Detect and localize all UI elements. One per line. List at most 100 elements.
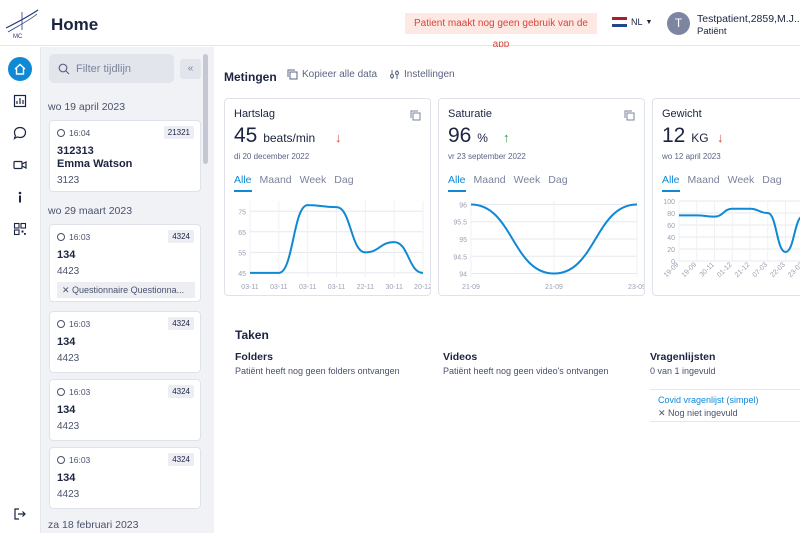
copy-icon	[287, 69, 298, 80]
y-tick-label: 40	[667, 235, 675, 242]
metric-tabs: Alle Maand Week Dag	[448, 174, 576, 192]
timeline-card[interactable]: 16:03 4324 134 4423	[49, 311, 201, 373]
tab-maand[interactable]: Maand	[473, 174, 506, 186]
y-tick-label: 60	[667, 223, 675, 230]
tab-week[interactable]: Week	[513, 174, 541, 186]
avatar[interactable]: T	[667, 12, 690, 35]
metric-card-saturation[interactable]: Saturatie 96 % ↑ vr 23 september 2022 Al…	[438, 98, 645, 296]
x-tick-label: 30-11	[699, 261, 716, 278]
y-tick-label: 20	[667, 247, 675, 254]
language-selector[interactable]: NL ▼	[612, 17, 652, 27]
qr-icon[interactable]	[8, 217, 32, 241]
timeline-card-badge: 4324	[168, 453, 194, 466]
timeline-date: wo 29 maart 2023	[48, 205, 133, 217]
y-tick-label: 94.5	[453, 254, 467, 261]
video-icon[interactable]	[8, 153, 32, 177]
x-tick-label: 22-03	[769, 261, 787, 279]
timeline-card-sub: 4423	[57, 421, 80, 432]
tab-maand[interactable]: Maand	[259, 174, 292, 186]
timeline-card[interactable]: 16:03 4324 134 4423 ✕ Questionnaire Ques…	[49, 224, 201, 302]
collapse-timeline-button[interactable]: «	[180, 59, 201, 79]
timeline-card-title-2: Emma Watson	[57, 158, 133, 170]
tab-dag[interactable]: Dag	[762, 174, 782, 186]
y-tick-label: 45	[238, 271, 246, 278]
timeline-card[interactable]: 16:03 4324 134 4423	[49, 447, 201, 509]
timeline-card-title: 312313	[57, 145, 94, 157]
timeline-scrollbar[interactable]	[203, 54, 208, 164]
timeline-card-time: 16:03	[57, 455, 90, 465]
timeline-card-time: 16:03	[57, 319, 90, 329]
timeline-filter-input[interactable]	[76, 62, 171, 75]
copy-all-data-button[interactable]: Kopieer alle data	[287, 69, 377, 80]
clock-icon	[57, 320, 65, 328]
chevron-down-icon: ▼	[645, 18, 653, 26]
metric-value: 96 %	[448, 124, 488, 147]
timeline-card-badge: 4324	[168, 385, 194, 398]
tab-alle[interactable]: Alle	[234, 174, 252, 192]
metingen-title: Metingen	[224, 70, 277, 84]
series-line	[470, 203, 638, 275]
arrow-down-icon: ↓	[335, 130, 342, 145]
x-tick-label: 21-09	[462, 284, 480, 291]
videos-section: Videos Patiënt heeft nog geen video's on…	[443, 351, 608, 376]
tab-week[interactable]: Week	[299, 174, 327, 186]
y-tick-label: 96	[459, 202, 467, 209]
timeline-filter[interactable]	[49, 54, 174, 83]
questionnaire-link[interactable]: Covid vragenlijst (simpel)	[658, 395, 759, 405]
tab-dag[interactable]: Dag	[548, 174, 568, 186]
tab-alle[interactable]: Alle	[662, 174, 680, 192]
heart-rate-chart: 45 55 65 75 03-11 03-11 03-11 03-11 22-11 30-11 20…	[238, 201, 430, 291]
copy-icon[interactable]	[410, 108, 421, 126]
timeline-card[interactable]: 16:03 4324 134 4423	[49, 379, 201, 441]
x-tick-label: 03-11	[270, 284, 287, 291]
questionnaire-item[interactable]: Covid vragenlijst (simpel) ✕ Nog niet in…	[650, 389, 800, 422]
settings-button[interactable]: Instellingen	[389, 69, 455, 80]
tab-dag[interactable]: Dag	[334, 174, 354, 186]
metric-value: 45 beats/min	[234, 124, 316, 147]
timeline-card-time: 16:03	[57, 232, 90, 242]
icon-rail	[0, 47, 41, 533]
tab-week[interactable]: Week	[727, 174, 755, 186]
timeline-card-badge: 4324	[168, 230, 194, 243]
info-icon[interactable]	[8, 185, 32, 209]
y-tick-label: 95.5	[453, 220, 467, 227]
timeline-panel: « wo 19 april 2023 16:04 21321 312313 Em…	[41, 47, 214, 533]
x-tick-label: 03-11	[241, 284, 258, 291]
y-tick-label: 0	[671, 259, 675, 266]
copy-icon[interactable]	[624, 108, 635, 126]
questionnaires-count: 0 van 1 ingevuld	[650, 366, 716, 376]
x-tick-label: 19-09	[663, 261, 681, 279]
user-name[interactable]: Testpatient,2859,M.J...	[697, 13, 800, 25]
arrow-up-icon: ↑	[503, 130, 510, 145]
metric-title: Hartslag	[234, 108, 275, 120]
metric-card-heart-rate[interactable]: Hartslag 45 beats/min ↓ di 20 december 2…	[224, 98, 431, 296]
clock-icon	[57, 388, 65, 396]
questionnaire-chip[interactable]: ✕ Questionnaire Questionna...	[57, 282, 195, 298]
tab-maand[interactable]: Maand	[687, 174, 720, 186]
timeline-card-sub: 4423	[57, 266, 80, 277]
user-role: Patiënt	[697, 26, 727, 37]
arrow-down-icon: ↓	[717, 130, 724, 145]
x-tick-label: 19-09	[681, 261, 699, 279]
questionnaires-section: Vragenlijsten 0 van 1 ingevuld	[650, 351, 716, 376]
svg-text:MC: MC	[13, 34, 23, 40]
series-line	[249, 204, 424, 274]
chat-icon[interactable]	[8, 121, 32, 145]
clock-icon	[57, 233, 65, 241]
metric-card-weight[interactable]: Gewicht 12 KG ↓ wo 12 april 2023 Alle Ma…	[652, 98, 800, 296]
x-tick-label: 23-09	[628, 284, 645, 291]
y-tick-label: 65	[238, 230, 246, 237]
timeline-card-title: 134	[57, 472, 76, 484]
timeline-card[interactable]: 16:04 21321 312313 Emma Watson 3123	[49, 120, 201, 192]
home-icon[interactable]	[8, 57, 32, 81]
questionnaires-title: Vragenlijsten	[650, 351, 716, 363]
x-tick-label: 21-09	[545, 284, 563, 291]
logout-icon[interactable]	[13, 507, 27, 526]
tab-alle[interactable]: Alle	[448, 174, 466, 192]
y-tick-label: 94	[459, 272, 467, 279]
timeline-card-time: 16:04	[57, 128, 90, 138]
chart-icon[interactable]	[8, 89, 32, 113]
mc-logo[interactable]: MC	[4, 6, 40, 40]
timeline-card-title: 134	[57, 404, 76, 416]
